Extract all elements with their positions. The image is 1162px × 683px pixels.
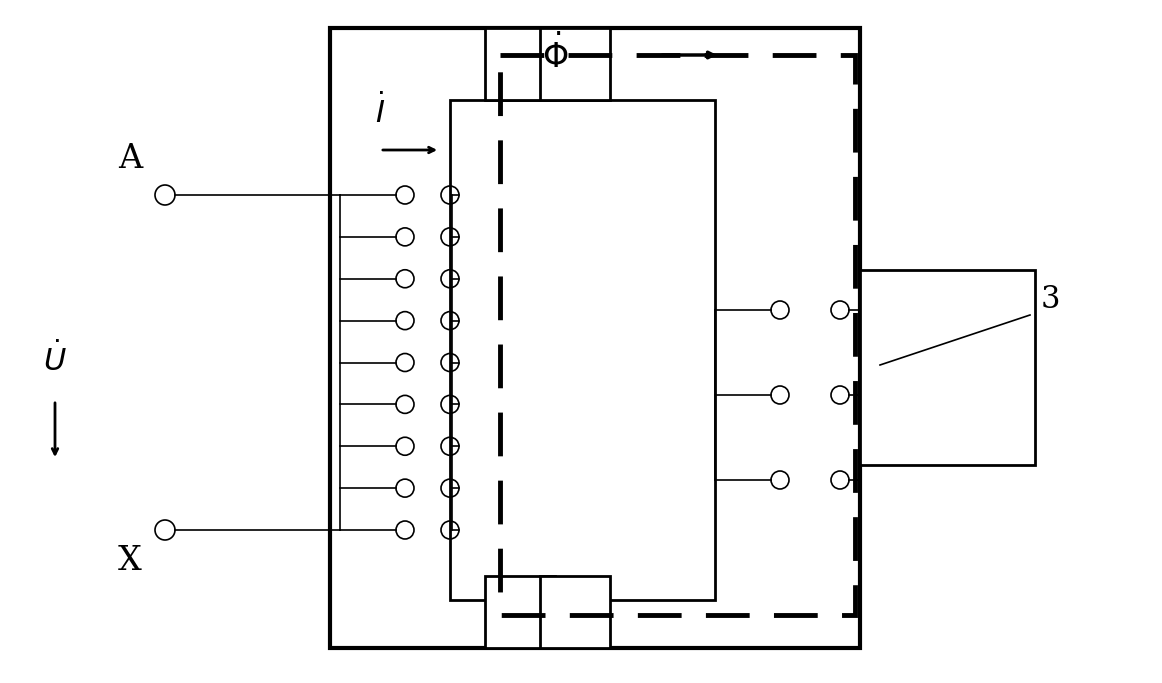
Bar bbox=[485, 576, 555, 648]
Bar bbox=[500, 55, 855, 615]
Text: $\dot{I}$: $\dot{I}$ bbox=[375, 94, 385, 130]
Text: X: X bbox=[119, 545, 142, 577]
Text: A: A bbox=[117, 143, 142, 175]
Text: $\dot{U}$: $\dot{U}$ bbox=[43, 342, 67, 378]
Bar bbox=[860, 270, 1035, 465]
Bar bbox=[540, 576, 610, 648]
Bar bbox=[330, 28, 860, 648]
Text: $\dot{\Phi}$: $\dot{\Phi}$ bbox=[541, 35, 568, 75]
Text: 3: 3 bbox=[1040, 285, 1060, 316]
Bar bbox=[450, 100, 715, 600]
Bar bbox=[540, 28, 610, 100]
Bar bbox=[485, 28, 555, 100]
